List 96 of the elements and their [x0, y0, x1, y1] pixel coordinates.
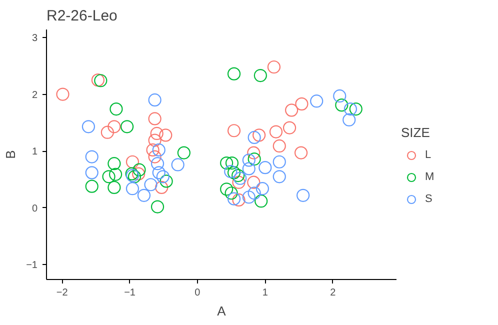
point [242, 162, 256, 176]
point [220, 156, 234, 170]
point [224, 186, 238, 200]
point [344, 102, 358, 116]
point [159, 128, 172, 142]
point [252, 128, 266, 142]
point [132, 167, 146, 180]
legend-label: M [425, 171, 436, 183]
point [152, 166, 166, 180]
x-tick-label: −1 [124, 288, 136, 298]
point [171, 158, 184, 172]
point [272, 170, 286, 184]
point [234, 172, 247, 185]
point [100, 126, 114, 139]
point [294, 146, 308, 160]
point [258, 161, 272, 174]
x-tick-label: 2 [330, 288, 336, 298]
point [177, 146, 190, 160]
point [335, 98, 348, 112]
y-tick-label: 3 [32, 32, 38, 44]
point [155, 180, 168, 194]
point [227, 124, 241, 138]
point [333, 89, 346, 103]
point [248, 130, 261, 144]
point [108, 120, 121, 134]
point [242, 154, 256, 167]
point [94, 74, 108, 88]
point [342, 113, 356, 126]
point [150, 157, 164, 170]
y-axis-title: B [3, 150, 18, 159]
point [247, 176, 260, 189]
point [269, 125, 283, 138]
point [102, 170, 116, 184]
y-tick-label: 2 [32, 90, 38, 101]
point [85, 180, 98, 193]
point [220, 182, 234, 196]
legend-label: L [425, 149, 432, 161]
point [144, 178, 158, 192]
point [254, 194, 268, 208]
point [232, 176, 246, 189]
point [248, 152, 261, 166]
point [256, 182, 270, 196]
y-tick-label: 0 [32, 203, 38, 214]
x-tick-label: −2 [56, 288, 68, 298]
point [137, 188, 151, 202]
point [126, 182, 140, 196]
point [272, 139, 286, 153]
point [156, 170, 170, 184]
legend-label: S [425, 193, 434, 205]
point [224, 165, 238, 178]
point [146, 143, 160, 156]
point [232, 168, 245, 182]
point [148, 150, 162, 164]
point [126, 155, 140, 168]
point [150, 126, 164, 140]
point [254, 68, 267, 82]
point [247, 146, 260, 160]
point [282, 121, 296, 134]
point [349, 102, 362, 116]
y-tick-label: 1 [32, 146, 38, 158]
point [296, 188, 310, 202]
x-tick-label: 0 [194, 288, 201, 298]
point [227, 166, 241, 180]
x-axis-title: A [217, 304, 226, 318]
point [242, 190, 256, 204]
point [110, 102, 123, 116]
point [148, 112, 162, 126]
point [272, 155, 286, 168]
y-tick-label: −1 [26, 260, 38, 272]
legend-title: SIZE [401, 125, 431, 140]
point [108, 157, 121, 170]
point [109, 168, 122, 181]
point [295, 97, 308, 110]
point [148, 93, 162, 106]
point [56, 88, 70, 101]
point [120, 120, 134, 134]
point [108, 180, 121, 194]
point [227, 67, 241, 80]
point [85, 150, 98, 164]
point [285, 104, 298, 117]
point [160, 174, 173, 188]
point [232, 193, 246, 206]
point [227, 192, 241, 206]
point [248, 186, 261, 200]
chart-title: R2-26-Leo [46, 8, 118, 24]
x-tick-label: 1 [262, 288, 268, 298]
point [150, 200, 164, 214]
point [267, 60, 281, 74]
point [82, 120, 96, 134]
point [310, 94, 324, 108]
point [91, 74, 104, 87]
point [225, 156, 239, 170]
point [85, 166, 98, 180]
point [148, 134, 162, 147]
point [132, 163, 146, 176]
point [152, 143, 166, 156]
